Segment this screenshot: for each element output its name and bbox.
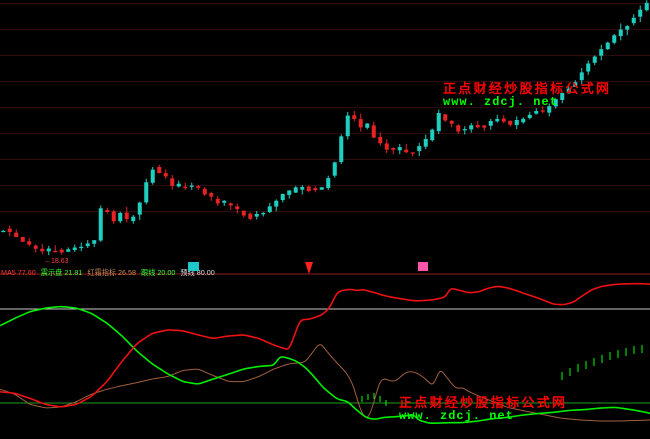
svg-text:←18.63: ←18.63 xyxy=(44,258,69,265)
svg-text:MA5 77.60 震示盘 21.81 红霜: MA5 77.60 震示盘 21.81 红霜指标 26.58 跟线 20.00 … xyxy=(1,268,215,277)
